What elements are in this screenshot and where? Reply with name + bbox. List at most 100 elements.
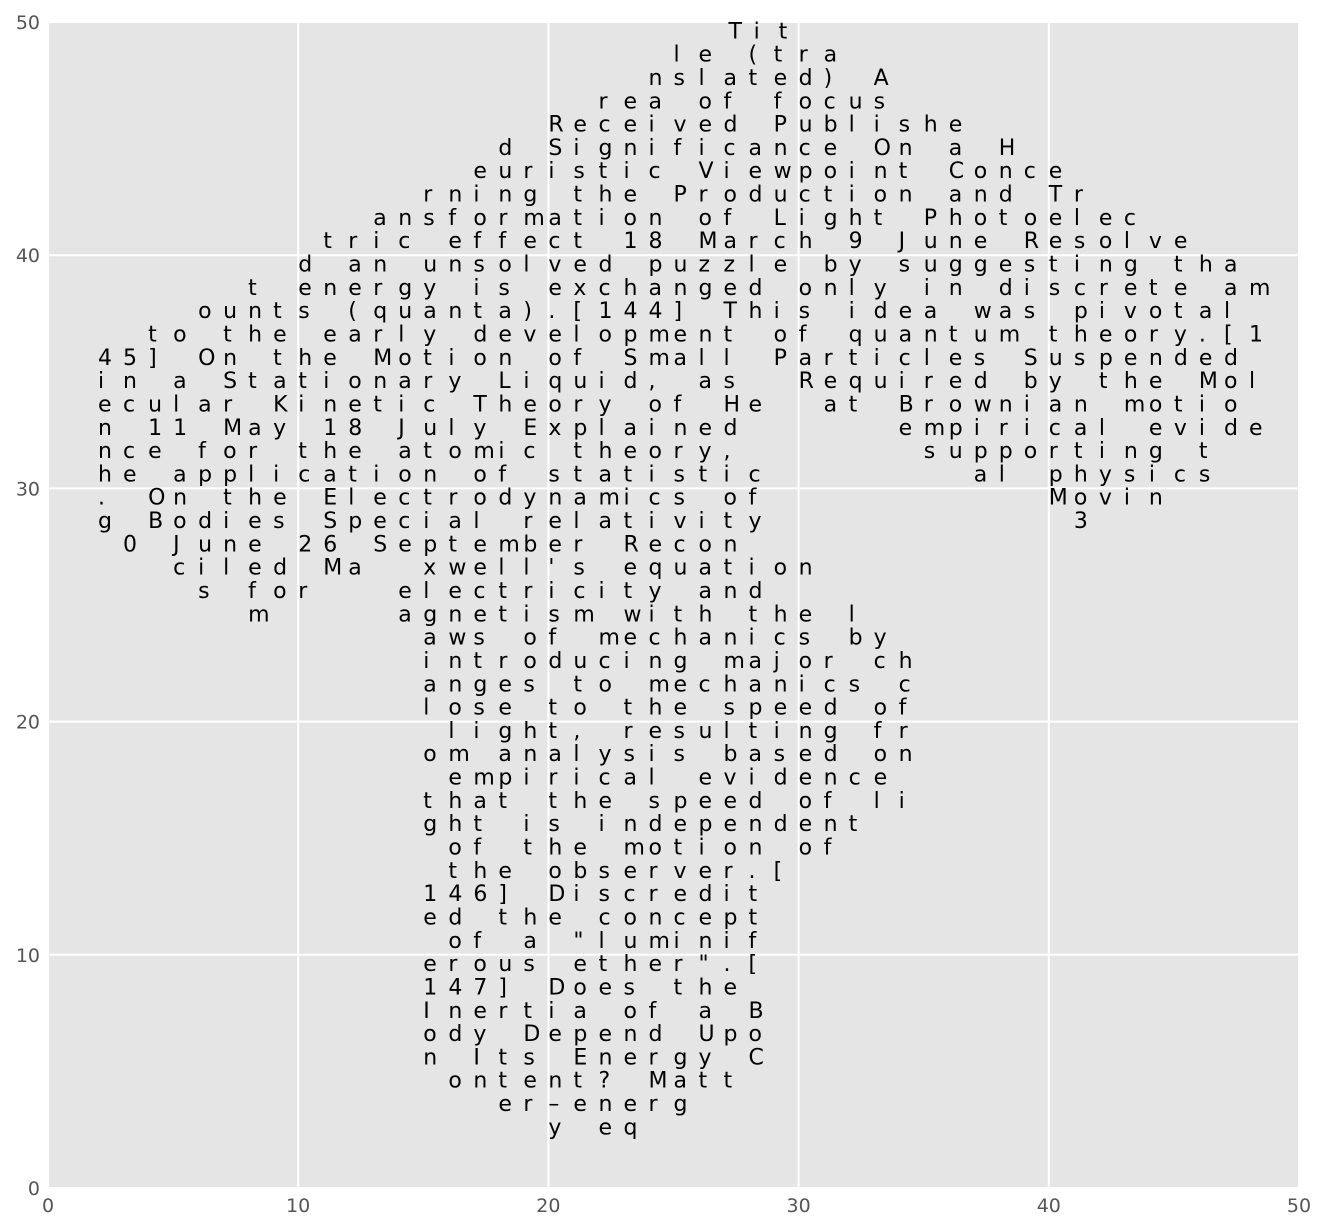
text-glyph: t [573, 439, 582, 464]
text-glyph: I [423, 999, 430, 1024]
text-glyph: C [949, 159, 964, 184]
text-glyph: S [548, 136, 562, 161]
text-glyph: n [448, 183, 462, 208]
text-glyph: n [749, 836, 763, 861]
text-glyph: e [874, 766, 888, 791]
text-glyph: h [749, 299, 763, 324]
text-glyph: 1 [423, 975, 437, 1000]
text-glyph: a [1224, 276, 1237, 301]
text-glyph: – [548, 1092, 559, 1117]
text-glyph: y [423, 322, 436, 347]
text-glyph: t [323, 229, 332, 254]
text-glyph: s [874, 89, 885, 114]
text-glyph: g [674, 1092, 688, 1117]
text-glyph: y [1099, 462, 1112, 487]
text-glyph: s [674, 486, 685, 511]
y-tick-label: 40 [16, 245, 40, 267]
text-glyph: a [623, 416, 636, 441]
text-glyph: e [373, 509, 387, 534]
text-glyph: [ [774, 859, 783, 884]
text-glyph: w [974, 299, 992, 324]
text-glyph: f [548, 626, 557, 651]
text-glyph: e [623, 1045, 637, 1070]
text-glyph: i [674, 929, 680, 954]
text-glyph: S [1024, 346, 1038, 371]
text-glyph: e [674, 322, 688, 347]
text-glyph: m [598, 626, 619, 651]
text-glyph: a [648, 276, 661, 301]
text-glyph: t [779, 19, 788, 44]
text-glyph: r [573, 392, 583, 417]
text-glyph: f [749, 929, 758, 954]
text-glyph: c [123, 439, 135, 464]
text-glyph: a [373, 206, 386, 231]
text-glyph: o [448, 836, 461, 861]
text-glyph: r [248, 439, 258, 464]
text-glyph: e [1099, 322, 1113, 347]
text-glyph: e [348, 439, 362, 464]
text-glyph: n [974, 183, 988, 208]
text-glyph: c [874, 649, 886, 674]
text-glyph: r [1074, 183, 1084, 208]
text-glyph: e [749, 392, 763, 417]
text-glyph: r [648, 1045, 658, 1070]
text-glyph: h [523, 905, 537, 930]
text-glyph: y [874, 276, 887, 301]
text-glyph: y [699, 1045, 712, 1070]
y-tick-label: 10 [16, 945, 40, 967]
text-glyph: l [423, 696, 429, 721]
text-glyph: i [749, 626, 755, 651]
text-glyph: h [598, 439, 612, 464]
text-glyph: s [523, 952, 534, 977]
text-glyph: t [523, 999, 532, 1024]
text-glyph: d [749, 276, 763, 301]
text-glyph: t [273, 346, 282, 371]
text-glyph: e [423, 952, 437, 977]
text-glyph: n [223, 532, 237, 557]
text-glyph: J [396, 416, 405, 441]
text-glyph: l [598, 929, 604, 954]
text-glyph: s [1074, 346, 1085, 371]
text-glyph: t [548, 719, 557, 744]
text-glyph: v [1174, 416, 1187, 441]
text-glyph: o [699, 532, 712, 557]
text-glyph: n [749, 812, 763, 837]
text-glyph: p [198, 462, 212, 487]
text-glyph: t [523, 836, 532, 861]
text-glyph: n [473, 1069, 487, 1094]
text-glyph: i [598, 579, 604, 604]
text-glyph: i [1124, 486, 1130, 511]
x-tick-label: 30 [787, 1195, 811, 1217]
text-glyph: o [473, 462, 486, 487]
text-glyph: i [849, 159, 855, 184]
text-glyph: i [1024, 416, 1030, 441]
text-glyph: e [648, 532, 662, 557]
text-glyph: o [448, 696, 461, 721]
text-glyph: e [824, 369, 838, 394]
text-glyph: v [1099, 486, 1112, 511]
text-glyph: h [298, 346, 312, 371]
text-glyph: r [1149, 322, 1159, 347]
text-glyph: t [824, 183, 833, 208]
text-glyph: n [674, 416, 688, 441]
text-glyph: e [674, 812, 688, 837]
text-glyph: g [699, 276, 713, 301]
text-glyph: g [824, 206, 838, 231]
text-glyph: . [749, 859, 756, 884]
text-glyph: t [423, 789, 432, 814]
text-glyph: e [473, 602, 487, 627]
text-glyph: i [473, 719, 479, 744]
text-glyph: 1 [598, 299, 612, 324]
text-glyph: n [648, 66, 662, 91]
text-glyph: e [548, 532, 562, 557]
text-glyph: e [824, 136, 838, 161]
text-glyph: n [899, 136, 913, 161]
text-glyph: t [573, 206, 582, 231]
text-glyph: o [949, 392, 962, 417]
text-glyph: t [623, 579, 632, 604]
text-glyph: a [423, 672, 436, 697]
text-glyph: u [1049, 346, 1063, 371]
text-glyph: l [523, 556, 529, 581]
